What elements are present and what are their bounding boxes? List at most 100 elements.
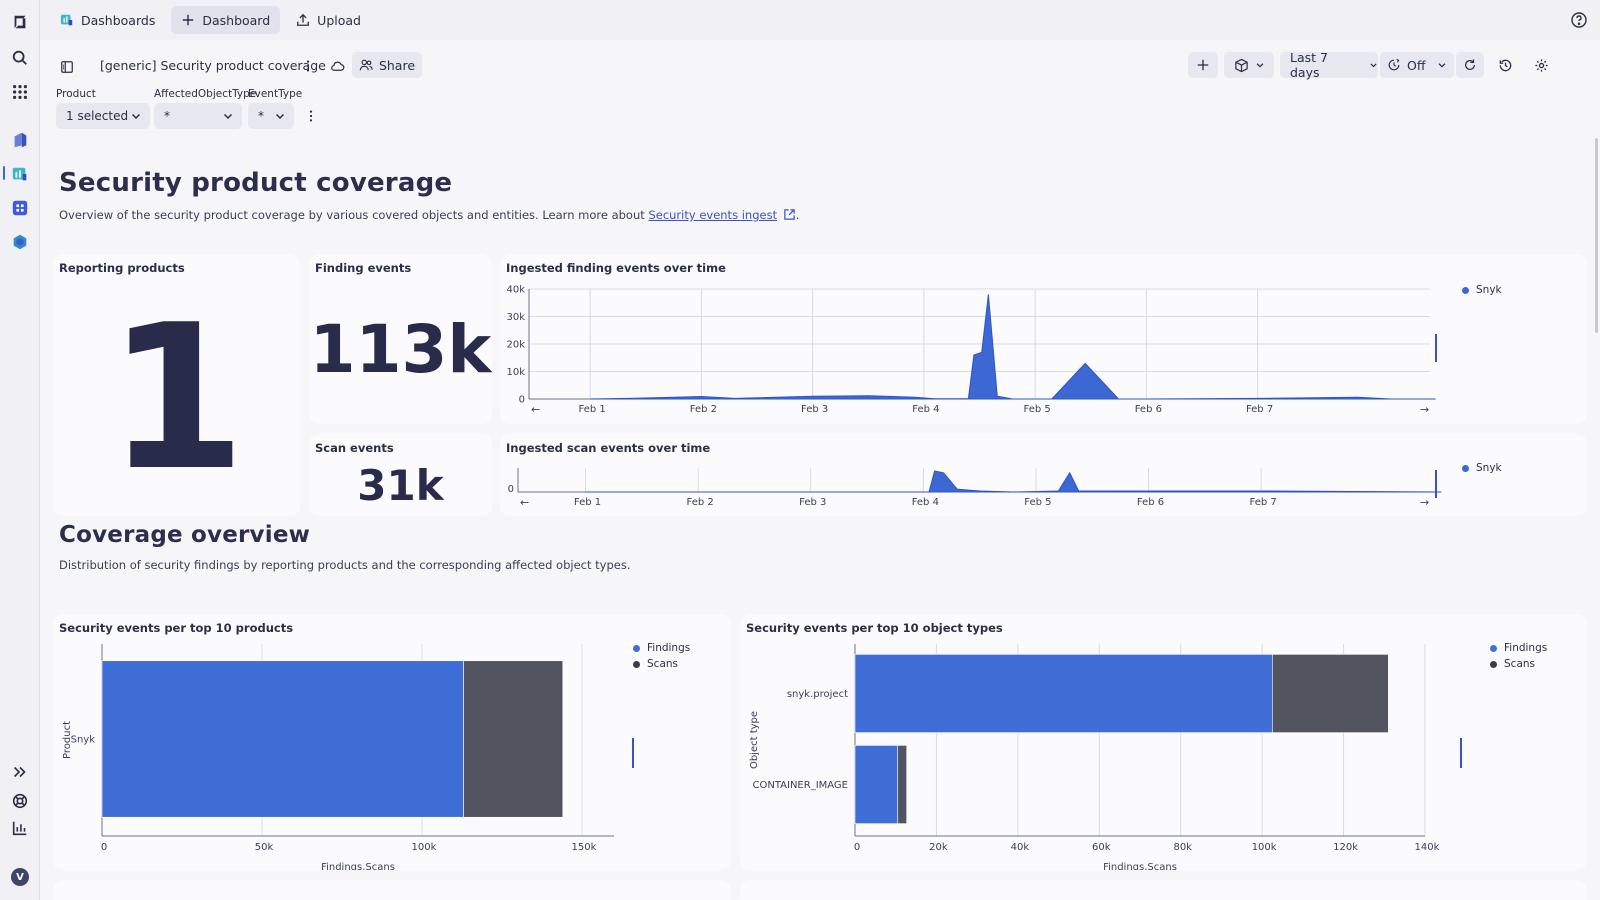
apps-grid-icon[interactable] [8, 80, 32, 104]
plus-icon [183, 14, 194, 26]
events-per-object-type-bar-chart[interactable]: 0 20k 40k 60k 80k 100k 120k 140k snyk.project CON… [740, 614, 1587, 870]
y-tick-label: 20k [506, 340, 525, 351]
series-area-snyk [585, 470, 1442, 493]
legend-item[interactable]: Snyk [1462, 282, 1502, 298]
top-bar: Dashboards Dashboard Upload [40, 0, 1600, 40]
x-tick-label: Feb 5 [1023, 404, 1050, 415]
legend-item[interactable]: Snyk [1462, 460, 1502, 476]
x-tick-label: 20k [929, 842, 948, 853]
legend-item[interactable]: Scans [633, 656, 690, 672]
filter-label: EventType [248, 88, 303, 100]
app-rail: V [0, 0, 40, 900]
x-axis-title: Findings,Scans [321, 862, 395, 870]
x-tick-label: Feb 4 [912, 404, 939, 415]
x-tick-label: Feb 6 [1135, 404, 1162, 415]
settings-gear-icon[interactable] [1532, 56, 1550, 74]
event-type-select[interactable]: * [248, 103, 294, 129]
legend-item[interactable]: Findings [1490, 640, 1547, 656]
tile-title: Reporting products [59, 261, 185, 275]
timer-icon [1388, 58, 1400, 71]
events-per-product-chart-tile[interactable]: Security events per top 10 products 0 50k… [53, 614, 731, 870]
scan-events-value: 31k [357, 461, 444, 510]
finding-events-tile[interactable]: Finding events 113k [309, 254, 492, 424]
scroll-right-icon: → [1420, 496, 1429, 509]
events-per-product-bar-chart[interactable]: 0 50k 100k 150k Snyk Findings,Scans Product [53, 614, 731, 870]
x-tick-label: Feb 7 [1246, 404, 1273, 415]
chart-title: Ingested finding events over time [506, 261, 726, 275]
range-slider-handle [1435, 334, 1437, 362]
refresh-icon [1465, 59, 1475, 70]
filter-value: 1 selected [66, 109, 129, 123]
cloud-sync-icon [328, 57, 346, 75]
affected-object-type-select[interactable]: * [154, 103, 242, 129]
scan-events-timeseries-chart[interactable]: 0 Feb 1 Feb 2 Feb 3 Feb 4 Feb 5 Feb 6 Feb 7 ← → [500, 434, 1587, 516]
security-events-ingest-link[interactable]: Security events ingest [648, 208, 778, 222]
description-text: Overview of the security product coverag… [59, 208, 649, 222]
x-tick-label: 100k [1252, 842, 1277, 853]
x-tick-label: 50k [255, 842, 274, 853]
x-tick-label: Feb 4 [912, 497, 939, 508]
tab-dashboard[interactable]: Dashboard [171, 6, 281, 34]
dashboard-canvas: [generic] Security product coverage Shar… [40, 40, 1600, 900]
upload-icon [297, 13, 310, 26]
x-tick-label: Feb 6 [1137, 497, 1164, 508]
tab-dashboards[interactable]: Dashboards [50, 6, 165, 34]
finding-events-chart-tile[interactable]: Ingested finding events over time 40k 30k… [500, 254, 1587, 424]
support-icon[interactable] [8, 789, 32, 813]
pinned-app-icon[interactable] [8, 128, 32, 152]
filter-value: * [164, 109, 170, 123]
x-tick-label: 140k [1415, 842, 1440, 853]
add-tile-button[interactable] [1188, 52, 1218, 78]
finding-events-timeseries-chart[interactable]: 40k 30k 20k 10k 0 Feb 1 Feb 2 Feb 3 Feb 4 Feb 5 Fe… [500, 254, 1587, 424]
filter-more-icon[interactable] [302, 107, 320, 125]
legend-dot [1462, 286, 1469, 294]
events-per-object-type-chart-tile[interactable]: Security events per top 10 object types … [740, 614, 1587, 870]
y-axis-title: Object type [749, 711, 760, 769]
share-button[interactable]: Share [352, 52, 422, 78]
reports-icon[interactable] [8, 816, 32, 840]
refresh-button[interactable] [1456, 52, 1484, 78]
timeframe-label: Last 7 days [1290, 50, 1328, 80]
legend-label: Findings [1504, 642, 1548, 654]
plus-icon [1197, 59, 1209, 71]
product-filter-select[interactable]: 1 selected [56, 103, 150, 129]
dashboards-app-icon[interactable] [8, 162, 32, 186]
filter-value: * [258, 109, 264, 123]
tab-label: Upload [317, 12, 361, 28]
legend-item[interactable]: Findings [633, 640, 690, 656]
reporting-products-tile[interactable]: Reporting products 1 [53, 254, 300, 516]
scan-events-tile[interactable]: Scan events 31k [309, 434, 492, 516]
history-icon[interactable] [1496, 56, 1514, 74]
dynatrace-logo-icon[interactable] [8, 10, 32, 34]
scrollbar-thumb[interactable] [1595, 138, 1598, 333]
y-tick-label: 0 [508, 484, 514, 495]
scan-events-chart-tile[interactable]: Ingested scan events over time 0 Feb 1 Feb… [500, 434, 1587, 516]
search-icon[interactable] [8, 46, 32, 70]
tab-upload[interactable]: Upload [286, 6, 371, 34]
y-tick-label: 30k [506, 312, 525, 323]
bar-scans-snyk [463, 660, 564, 818]
chevron-down-icon [1370, 63, 1377, 68]
user-avatar[interactable]: V [11, 868, 29, 886]
sidebar-toggle-icon[interactable] [58, 58, 76, 76]
x-tick-label: 0 [101, 842, 107, 853]
chart-legend: Snyk [1462, 460, 1502, 476]
expand-rail-icon[interactable] [8, 760, 32, 784]
legend-label: Findings [647, 642, 691, 654]
y-tick-label: 0 [519, 395, 525, 406]
x-tick-label: Feb 5 [1024, 497, 1051, 508]
more-options-icon[interactable] [299, 57, 317, 75]
next-tile [53, 880, 731, 900]
security-app-icon[interactable] [8, 230, 32, 254]
refresh-label: Off [1407, 57, 1426, 73]
x-tick-label: Feb 3 [801, 404, 828, 415]
timeframe-selector[interactable]: Last 7 days [1280, 50, 1378, 80]
help-icon[interactable] [1570, 11, 1588, 29]
legend-item[interactable]: Scans [1490, 656, 1547, 672]
auto-refresh-selector[interactable]: Off [1380, 52, 1454, 78]
segments-button[interactable] [1224, 52, 1274, 78]
notebooks-app-icon[interactable] [8, 196, 32, 220]
dashboard-title[interactable]: [generic] Security product coverage [100, 58, 326, 73]
next-tile [740, 880, 1587, 900]
y-axis-title: Product [62, 721, 73, 759]
